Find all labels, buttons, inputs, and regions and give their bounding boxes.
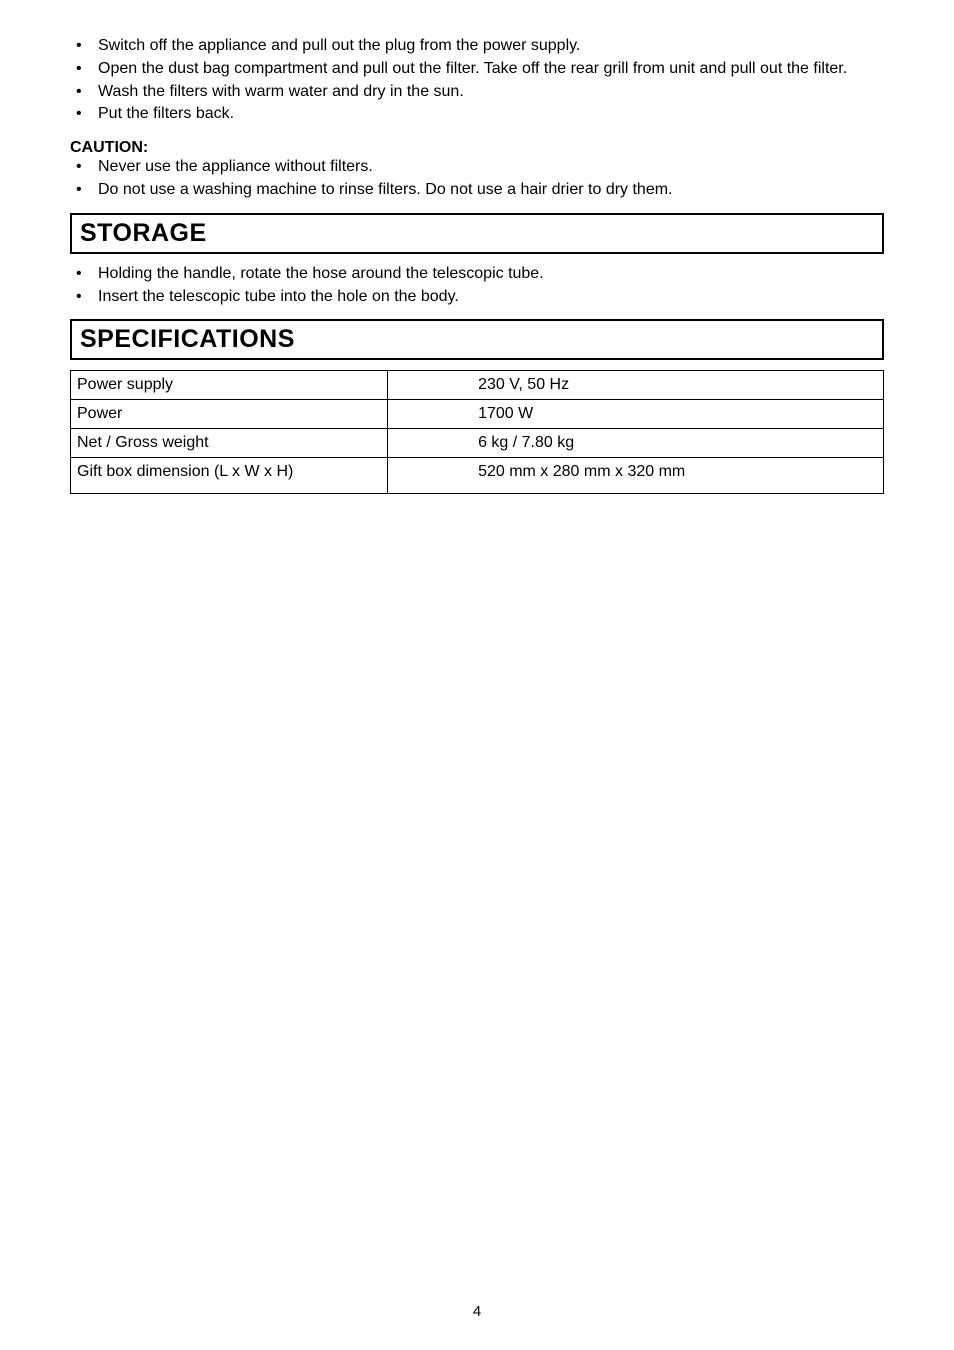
storage-bullet-list: Holding the handle, rotate the hose arou… (70, 264, 884, 308)
table-row: Gift box dimension (L x W x H) 520 mm x … (71, 458, 884, 494)
specifications-heading: SPECIFICATIONS (80, 325, 874, 354)
spec-label: Power supply (71, 371, 388, 400)
spec-label: Gift box dimension (L x W x H) (71, 458, 388, 494)
table-row: Power 1700 W (71, 400, 884, 429)
caution-bullet-list: Never use the appliance without filters.… (70, 157, 884, 201)
spec-label: Power (71, 400, 388, 429)
list-item: Wash the filters with warm water and dry… (70, 82, 884, 103)
spec-value: 6 kg / 7.80 kg (388, 429, 884, 458)
intro-bullet-list: Switch off the appliance and pull out th… (70, 36, 884, 125)
spec-value: 520 mm x 280 mm x 320 mm (388, 458, 884, 494)
list-item: Never use the appliance without filters. (70, 157, 884, 178)
specifications-heading-box: SPECIFICATIONS (70, 319, 884, 360)
specifications-table: Power supply 230 V, 50 Hz Power 1700 W N… (70, 370, 884, 494)
list-item: Do not use a washing machine to rinse fi… (70, 180, 884, 201)
list-item: Insert the telescopic tube into the hole… (70, 287, 884, 308)
list-item: Open the dust bag compartment and pull o… (70, 59, 884, 80)
spec-value: 1700 W (388, 400, 884, 429)
table-row: Net / Gross weight 6 kg / 7.80 kg (71, 429, 884, 458)
page-number: 4 (0, 1303, 954, 1320)
caution-label: CAUTION: (70, 139, 884, 157)
storage-heading-box: STORAGE (70, 213, 884, 254)
storage-heading: STORAGE (80, 219, 874, 248)
spec-value: 230 V, 50 Hz (388, 371, 884, 400)
table-row: Power supply 230 V, 50 Hz (71, 371, 884, 400)
list-item: Holding the handle, rotate the hose arou… (70, 264, 884, 285)
list-item: Switch off the appliance and pull out th… (70, 36, 884, 57)
list-item: Put the filters back. (70, 104, 884, 125)
spec-label: Net / Gross weight (71, 429, 388, 458)
